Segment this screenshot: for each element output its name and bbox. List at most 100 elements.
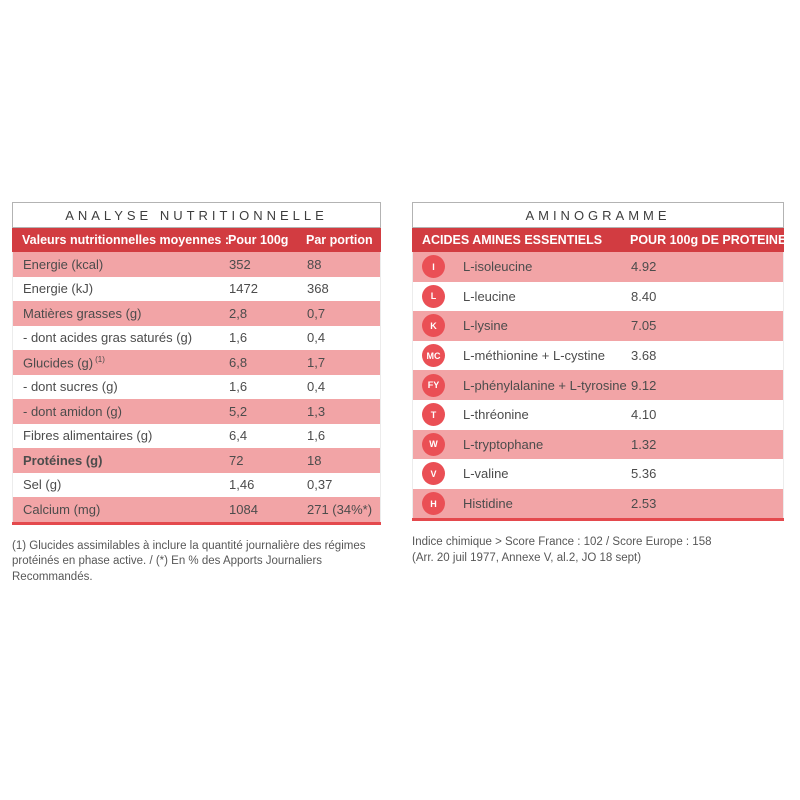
table-row: T L-thréonine 4.10: [413, 399, 783, 430]
nutrition-footnote: (1) Glucides assimilables à inclure la q…: [12, 539, 366, 584]
table-row: I L-isoleucine 4.92: [413, 252, 783, 282]
row-value-portion: 88: [307, 256, 322, 272]
aminogram-footnote: Indice chimique > Score France : 102 / S…: [412, 535, 784, 567]
table-row: Sel (g) 1,46 0,37: [13, 472, 380, 497]
row-value-portion: 1,7: [307, 354, 326, 370]
row-value-per100g: 5,2: [229, 403, 248, 419]
row-value-per100g: 1084: [229, 501, 258, 517]
table-row: V L-valine 5.36: [413, 459, 783, 489]
row-label: Energie (kJ): [23, 281, 94, 297]
row-value: 4.10: [631, 407, 657, 423]
row-label: Sel (g): [23, 477, 62, 493]
row-value-per100g: 1,46: [229, 477, 255, 493]
column-header-per100g: Pour 100g: [228, 233, 289, 247]
row-label: L-thréonine: [463, 407, 529, 423]
table-row: K L-lysine 7.05: [413, 311, 783, 341]
row-label: L-leucine: [463, 288, 516, 304]
amino-badge: H: [422, 492, 445, 516]
table-row: Energie (kcal) 352 88: [13, 252, 380, 277]
amino-badge: V: [422, 462, 445, 486]
row-value-per100g: 1,6: [229, 379, 248, 395]
table-row: MC L-méthionine + L-cystine 3.68: [413, 340, 783, 371]
row-value-portion: 0,37: [307, 477, 333, 493]
column-header-label: Valeurs nutritionnelles moyennes :: [22, 233, 228, 247]
table-row: H Histidine 2.53: [413, 488, 783, 519]
amino-badge: I: [422, 255, 445, 279]
amino-badge: L: [422, 284, 445, 308]
table-row: - dont acides gras saturés (g) 1,6 0,4: [13, 325, 380, 350]
row-value: 3.68: [631, 348, 657, 364]
column-header-portion: Par portion: [306, 233, 373, 247]
row-value-portion: 0,7: [307, 305, 326, 321]
row-value-per100g: 72: [229, 452, 244, 468]
amino-badge: K: [422, 314, 445, 338]
table-row: FY L-phénylalanine + L-tyrosine 9.12: [413, 370, 783, 400]
row-value: 1.32: [631, 436, 657, 452]
row-label: Histidine: [463, 496, 513, 512]
aminogram-table-body: I L-isoleucine 4.92 L L-leucine 8.40 K L…: [412, 252, 784, 519]
table-bottom-rule: [12, 521, 381, 525]
row-value-portion: 18: [307, 452, 322, 468]
table-row: - dont amidon (g) 5,2 1,3: [13, 399, 380, 424]
row-label: L-phénylalanine + L-tyrosine: [463, 377, 627, 393]
row-value-per100g: 6,8: [229, 354, 248, 370]
row-value-per100g: 2,8: [229, 305, 248, 321]
column-header-amino-value: POUR 100g DE PROTEINES: [630, 233, 784, 247]
table-bottom-rule: [412, 518, 784, 522]
row-label: Protéines (g): [23, 452, 103, 468]
footnote-marker: (1): [95, 354, 105, 364]
amino-badge: W: [422, 432, 445, 456]
nutrition-table: ANALYSE NUTRITIONNELLE Valeurs nutrition…: [12, 202, 381, 586]
row-label: L-valine: [463, 466, 509, 482]
row-value-portion: 368: [307, 281, 329, 297]
aminogram-footnote-line1: Indice chimique > Score France : 102 / S…: [412, 536, 712, 549]
row-value-per100g: 352: [229, 256, 251, 272]
row-label: L-tryptophane: [463, 436, 544, 452]
row-label: L-isoleucine: [463, 259, 533, 275]
row-value-portion: 0,4: [307, 330, 326, 346]
table-row: L L-leucine 8.40: [413, 281, 783, 312]
row-label: Calcium (mg): [23, 501, 101, 517]
aminogram-header-row: ACIDES AMINES ESSENTIELS POUR 100g DE PR…: [412, 228, 784, 252]
row-label: Glucides (g) (1): [23, 354, 105, 370]
table-row: Fibres alimentaires (g) 6,4 1,6: [13, 423, 380, 448]
table-row: - dont sucres (g) 1,6 0,4: [13, 374, 380, 399]
row-value: 4.92: [631, 259, 657, 275]
row-label: Energie (kcal): [23, 256, 104, 272]
nutrition-table-body: Energie (kcal) 352 88 Energie (kJ) 1472 …: [12, 252, 381, 522]
row-label: L-lysine: [463, 318, 508, 334]
aminogram-table: AMINOGRAMME ACIDES AMINES ESSENTIELS POU…: [412, 202, 784, 567]
aminogram-table-title: AMINOGRAMME: [412, 202, 784, 228]
amino-badge: MC: [422, 344, 445, 368]
row-value: 9.12: [631, 377, 657, 393]
row-value: 8.40: [631, 288, 657, 304]
aminogram-footnote-line2: (Arr. 20 juil 1977, Annexe V, al.2, JO 1…: [412, 552, 642, 565]
row-label: - dont sucres (g): [23, 379, 118, 395]
nutrition-table-title: ANALYSE NUTRITIONNELLE: [12, 202, 381, 228]
amino-badge: FY: [422, 373, 445, 397]
row-value-portion: 0,4: [307, 379, 326, 395]
row-value: 5.36: [631, 466, 657, 482]
column-header-amino-label: ACIDES AMINES ESSENTIELS: [422, 233, 603, 247]
table-row: Calcium (mg) 1084 271 (34%*): [13, 497, 380, 522]
row-value-portion: 1,6: [307, 428, 326, 444]
row-value-per100g: 6,4: [229, 428, 248, 444]
row-label: - dont amidon (g): [23, 403, 122, 419]
table-row: Matières grasses (g) 2,8 0,7: [13, 301, 380, 326]
row-value-portion: 1,3: [307, 403, 326, 419]
row-label: Fibres alimentaires (g): [23, 428, 153, 444]
nutrition-header-row: Valeurs nutritionnelles moyennes : Pour …: [12, 228, 381, 252]
row-label: L-méthionine + L-cystine: [463, 348, 605, 364]
row-value-portion: 271 (34%*): [307, 501, 373, 517]
row-value-per100g: 1472: [229, 281, 258, 297]
table-row: Glucides (g) (1) 6,8 1,7: [13, 350, 380, 375]
table-row: Energie (kJ) 1472 368: [13, 276, 380, 301]
table-row: Protéines (g) 72 18: [13, 448, 380, 473]
table-row: W L-tryptophane 1.32: [413, 429, 783, 460]
row-label: Matières grasses (g): [23, 305, 142, 321]
row-value: 7.05: [631, 318, 657, 334]
amino-badge: T: [422, 403, 445, 427]
row-label: - dont acides gras saturés (g): [23, 330, 193, 346]
row-value-per100g: 1,6: [229, 330, 248, 346]
